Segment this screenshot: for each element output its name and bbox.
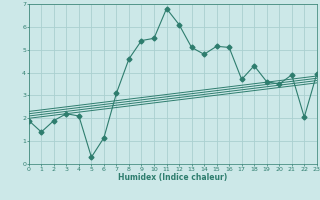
X-axis label: Humidex (Indice chaleur): Humidex (Indice chaleur) (118, 173, 228, 182)
